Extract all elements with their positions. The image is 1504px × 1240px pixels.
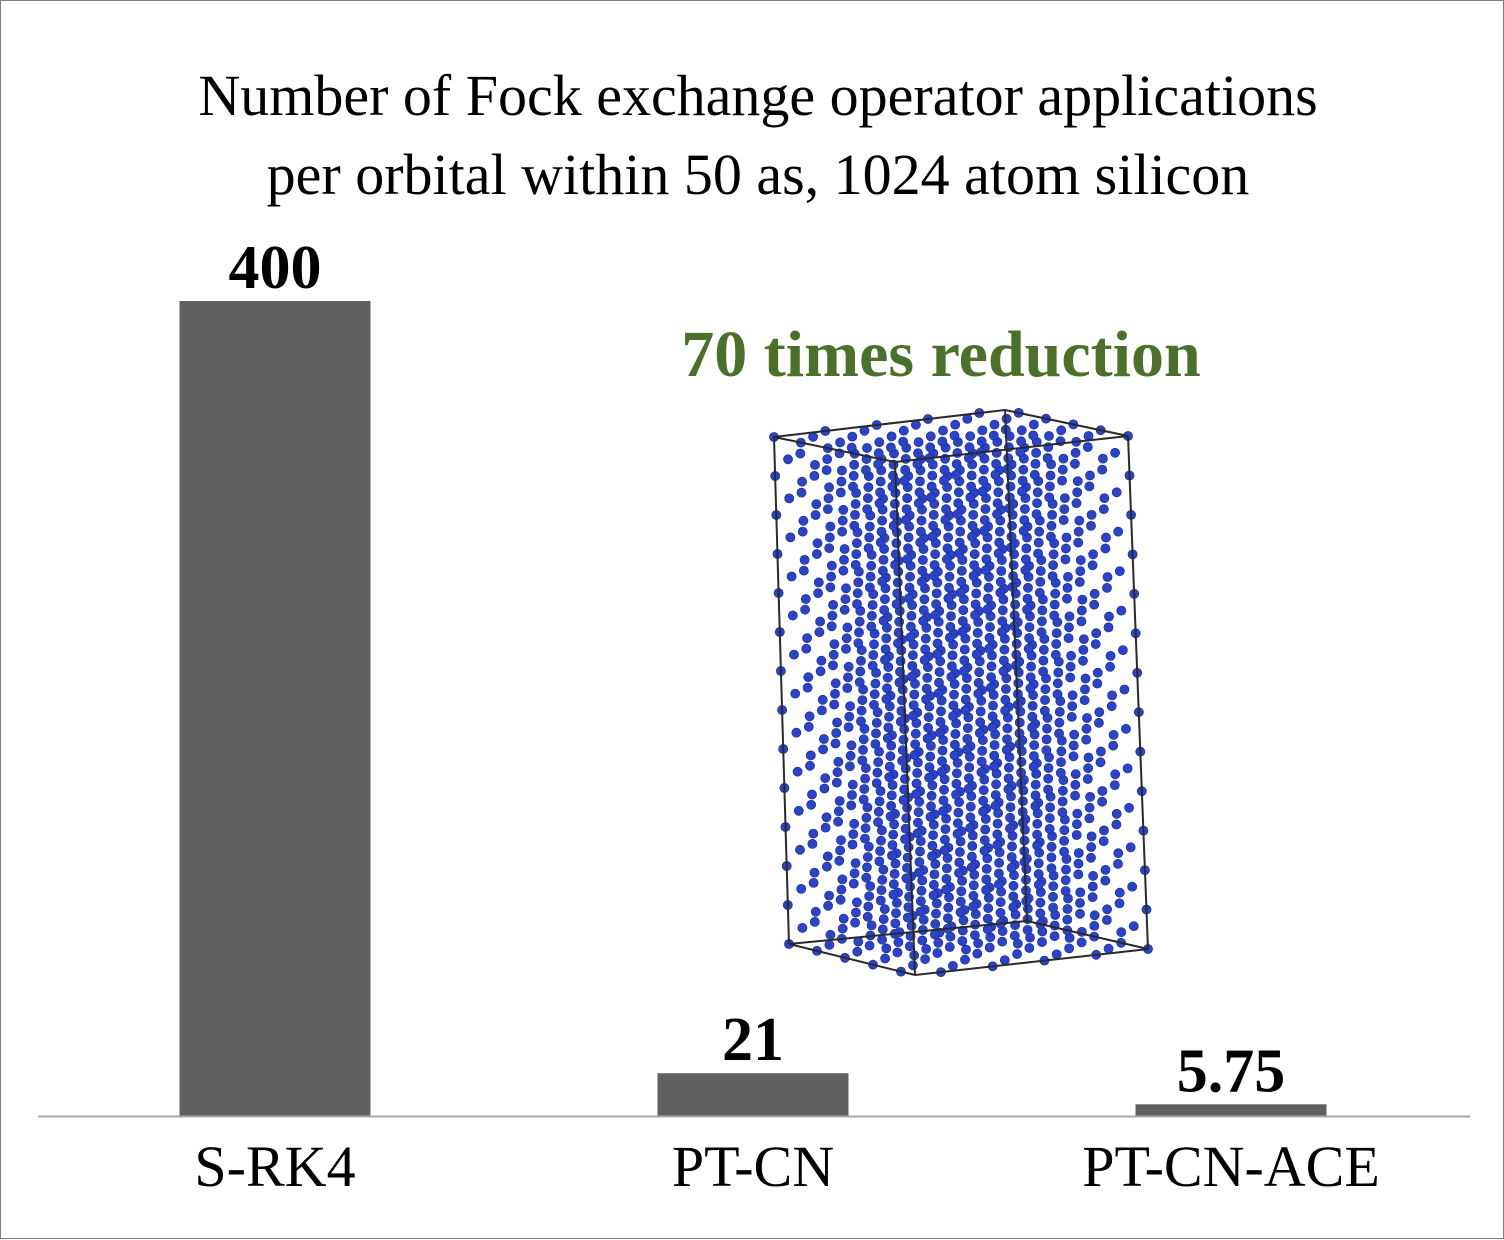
value-label-pt-cn: 21 <box>722 1006 784 1074</box>
chart-title-line-1: Number of Fock exchange operator applica… <box>198 63 1317 128</box>
bar-pt-cn-ace <box>1135 1104 1327 1116</box>
bar-s-rk4 <box>179 301 371 1116</box>
category-label-pt-cn: PT-CN <box>672 1134 834 1199</box>
reduction-annotation: 70 times reduction <box>681 318 1200 391</box>
chart-title-line-2: per orbital within 50 as, 1024 atom sili… <box>267 142 1250 207</box>
bar-pt-cn <box>657 1073 849 1116</box>
value-label-pt-cn-ace: 5.75 <box>1177 1037 1286 1105</box>
value-label-s-rk4: 400 <box>229 234 322 302</box>
silicon-supercell-icon <box>769 407 1153 977</box>
category-label-pt-cn-ace: PT-CN-ACE <box>1082 1134 1380 1199</box>
category-label-s-rk4: S-RK4 <box>194 1134 355 1199</box>
